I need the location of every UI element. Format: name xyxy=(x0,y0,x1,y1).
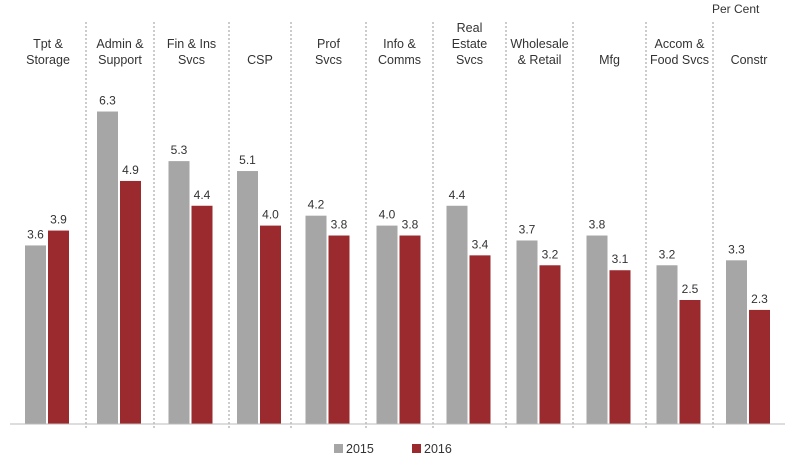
bar-2015 xyxy=(516,240,538,424)
category-label: Info & xyxy=(383,37,416,51)
legend-swatch-2015 xyxy=(334,444,343,453)
bar-2016 xyxy=(120,180,141,424)
data-label: 3.6 xyxy=(27,227,44,241)
category-label: Wholesale xyxy=(510,37,568,51)
data-label: 4.0 xyxy=(262,208,279,222)
category-label: Admin & xyxy=(96,37,144,51)
category-label: Constr xyxy=(731,53,768,67)
data-label: 3.9 xyxy=(50,213,67,227)
category-label: Storage xyxy=(26,53,70,67)
data-label: 5.3 xyxy=(171,143,188,157)
bar-2015 xyxy=(446,205,468,424)
data-label: 4.9 xyxy=(122,163,139,177)
bar-2015 xyxy=(305,215,327,424)
data-label: 4.4 xyxy=(449,188,466,202)
category-label: Tpt & xyxy=(33,37,64,51)
category-label: Fin & Ins xyxy=(167,37,216,51)
unit-label: Per Cent xyxy=(712,2,760,16)
category-label: Accom & xyxy=(654,37,705,51)
category-label: Comms xyxy=(378,53,421,67)
bar-2015 xyxy=(168,161,190,424)
data-label: 3.8 xyxy=(589,218,606,232)
bar-2015 xyxy=(25,245,46,424)
data-label: 3.2 xyxy=(659,247,676,261)
category-label: Svcs xyxy=(456,53,483,67)
category-label: Real xyxy=(457,21,483,35)
bar-2016 xyxy=(749,309,770,424)
category-label: Support xyxy=(98,53,142,67)
category-label: Estate xyxy=(452,37,487,51)
data-label: 4.4 xyxy=(194,188,211,202)
bar-2015 xyxy=(586,235,608,424)
data-label: 4.2 xyxy=(308,198,325,212)
bar-2015 xyxy=(237,171,258,424)
data-label: 3.7 xyxy=(519,222,536,236)
category-label: Prof xyxy=(317,37,340,51)
bar-2016 xyxy=(609,270,631,424)
bar-2015 xyxy=(376,225,398,424)
data-label: 4.0 xyxy=(379,208,396,222)
bar-2016 xyxy=(260,225,281,424)
data-label: 3.4 xyxy=(472,237,489,251)
category-label: Mfg xyxy=(599,53,620,67)
data-label: 6.3 xyxy=(99,94,116,108)
category-label: Svcs xyxy=(315,53,342,67)
bar-2016 xyxy=(679,300,701,424)
category-label: Svcs xyxy=(178,53,205,67)
category-label: Food Svcs xyxy=(650,53,709,67)
bar-2016 xyxy=(539,265,561,424)
bar-2016 xyxy=(328,235,350,424)
bar-2015 xyxy=(97,111,118,425)
bar-2016 xyxy=(48,230,69,424)
category-label: CSP xyxy=(247,53,273,67)
data-label: 3.1 xyxy=(612,252,629,266)
data-label: 3.8 xyxy=(331,218,348,232)
bar-2015 xyxy=(726,260,747,424)
data-label: 5.1 xyxy=(239,153,256,167)
bar-2015 xyxy=(656,265,678,424)
data-label: 3.2 xyxy=(542,247,559,261)
bar-2016 xyxy=(469,255,491,424)
data-label: 2.5 xyxy=(682,282,699,296)
bar-2016 xyxy=(191,205,213,424)
category-label: & Retail xyxy=(518,53,562,67)
legend-label: 2016 xyxy=(424,442,452,456)
bar-2016 xyxy=(399,235,421,424)
legend-label: 2015 xyxy=(346,442,374,456)
data-label: 3.3 xyxy=(728,242,745,256)
data-label: 2.3 xyxy=(751,292,768,306)
legend-swatch-2016 xyxy=(412,444,421,453)
data-label: 3.8 xyxy=(402,218,419,232)
